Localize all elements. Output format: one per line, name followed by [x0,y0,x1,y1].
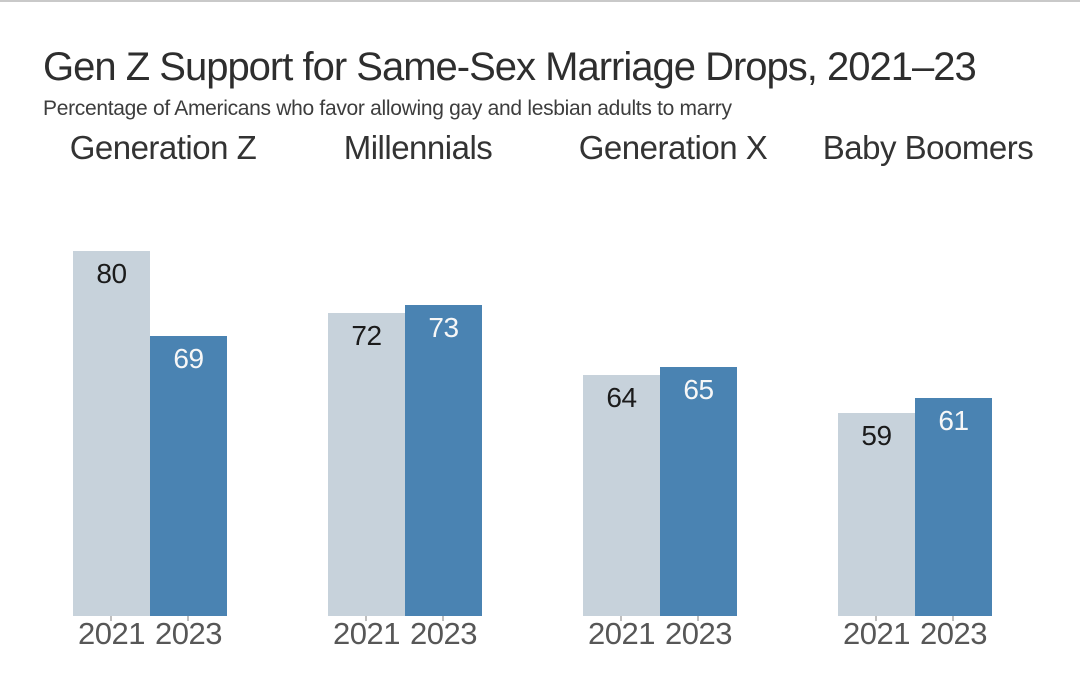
chart-subtitle: Percentage of Americans who favor allowi… [43,97,732,120]
year-label-2021: 2021 [588,616,655,651]
group-label: Generation X [578,129,768,166]
year-label-2023: 2023 [665,616,732,651]
bar-2023: 61 [915,398,992,616]
year-label-2021: 2021 [843,616,910,651]
bar-value-label: 64 [606,382,637,413]
group-label: Millennials [343,129,493,166]
generation-group-gen-x: Generation X 64 65 2021 2023 [579,0,768,684]
bar-value-label: 69 [173,343,204,374]
bar-value-label: 61 [938,405,969,436]
bar-2021: 64 [583,375,660,616]
year-label-2021: 2021 [78,616,145,651]
year-label-2023: 2023 [410,616,477,651]
axis-tick [697,616,699,621]
axis-tick [187,616,189,621]
axis-tick [365,616,367,621]
bar-value-label: 65 [683,374,714,405]
axis-tick [442,616,444,621]
generation-group-baby-boomers: Baby Boomers 59 61 2021 2023 [823,0,1034,684]
generation-group-gen-z: Generation Z 80 69 2021 2023 [70,0,257,684]
top-divider [0,0,1080,2]
bar-2023: 73 [405,305,482,616]
bar-2023: 65 [660,367,737,616]
bar-2023: 69 [150,336,227,616]
group-label: Generation Z [69,129,257,166]
axis-tick [110,616,112,621]
bar-value-label: 59 [861,420,892,451]
axis-tick [875,616,877,621]
bar-value-label: 80 [96,258,127,289]
bar-2021: 72 [328,313,405,616]
year-label-2023: 2023 [155,616,222,651]
bar-2021: 59 [838,413,915,616]
year-label-2023: 2023 [920,616,987,651]
bar-2021: 80 [73,251,150,616]
year-label-2021: 2021 [333,616,400,651]
generation-group-millennials: Millennials 72 73 2021 2023 [328,0,493,684]
bar-value-label: 73 [428,312,459,343]
axis-tick [620,616,622,621]
bar-value-label: 72 [351,320,382,351]
group-label: Baby Boomers [822,129,1034,166]
chart-title: Gen Z Support for Same-Sex Marriage Drop… [43,44,977,89]
axis-tick [952,616,954,621]
